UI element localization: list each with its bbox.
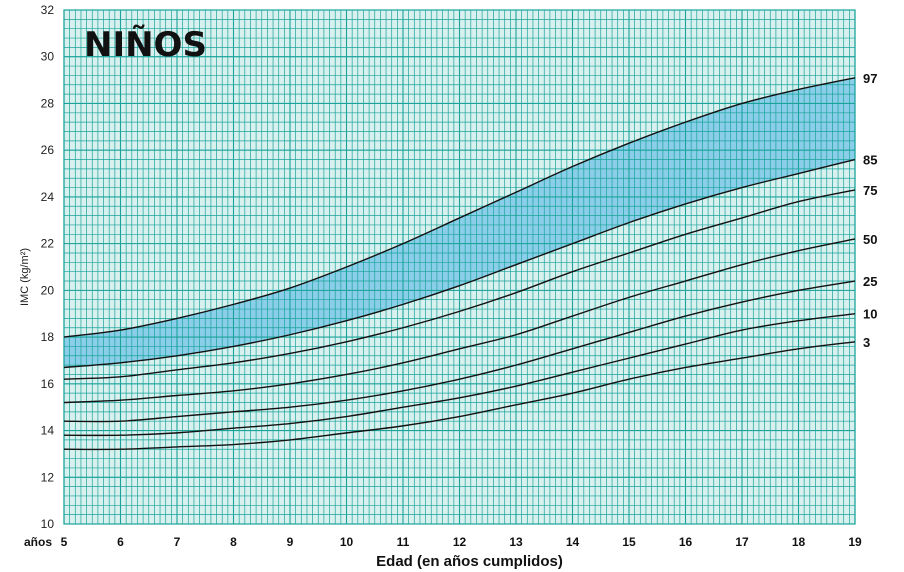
percentile-label-50: 50 [863, 232, 877, 247]
x-tick-label: 10 [340, 535, 354, 549]
x-tick-label: 15 [622, 535, 636, 549]
percentile-curve-25 [63, 280, 856, 423]
plot-frame [63, 9, 856, 525]
percentile-curve-85 [63, 158, 856, 369]
y-tick-label: 24 [41, 190, 55, 204]
percentile-curve-10 [63, 313, 856, 437]
chart-title: NIÑOS [84, 24, 207, 65]
x-tick-label: 8 [230, 535, 237, 549]
x-tick-label: 14 [566, 535, 580, 549]
x-tick-label: 19 [848, 535, 862, 549]
percentile-label-85: 85 [863, 153, 877, 168]
percentile-curve-50 [63, 238, 856, 404]
x-tick-label: 11 [397, 535, 410, 549]
percentile-label-25: 25 [863, 274, 877, 289]
y-tick-label: 26 [41, 143, 55, 157]
percentile-label-10: 10 [863, 307, 877, 322]
y-tick-label: 10 [41, 517, 55, 531]
percentile-curve-97 [63, 77, 856, 338]
x-tick-label: 7 [174, 535, 181, 549]
x-tick-label: 16 [679, 535, 693, 549]
percentile-curve-3 [63, 341, 856, 451]
y-tick-label: 32 [41, 3, 55, 17]
x-tick-label: 9 [287, 535, 294, 549]
x-tick-label: 13 [509, 535, 523, 549]
percentile-label-97: 97 [863, 71, 877, 86]
x-axis-prefix: años [24, 535, 52, 549]
y-tick-label: 20 [41, 283, 55, 297]
y-tick-label: 14 [41, 424, 55, 438]
x-tick-label: 17 [735, 535, 749, 549]
x-axis-title: Edad (en años cumplidos) [376, 553, 563, 570]
y-tick-label: 28 [41, 96, 55, 110]
x-tick-label: 18 [792, 535, 806, 549]
y-axis-title: IMC (kg/m²) [19, 248, 31, 306]
percentile-label-3: 3 [863, 335, 870, 350]
y-tick-label: 18 [41, 330, 55, 344]
percentile-label-75: 75 [863, 183, 877, 198]
x-tick-label: 6 [117, 535, 124, 549]
percentile-curve-75 [63, 189, 856, 380]
y-tick-label: 30 [41, 50, 55, 64]
y-tick-label: 16 [41, 377, 55, 391]
x-tick-label: 12 [453, 535, 467, 549]
y-tick-label: 12 [41, 470, 55, 484]
x-tick-label: 5 [61, 535, 68, 549]
y-tick-label: 22 [41, 237, 55, 251]
